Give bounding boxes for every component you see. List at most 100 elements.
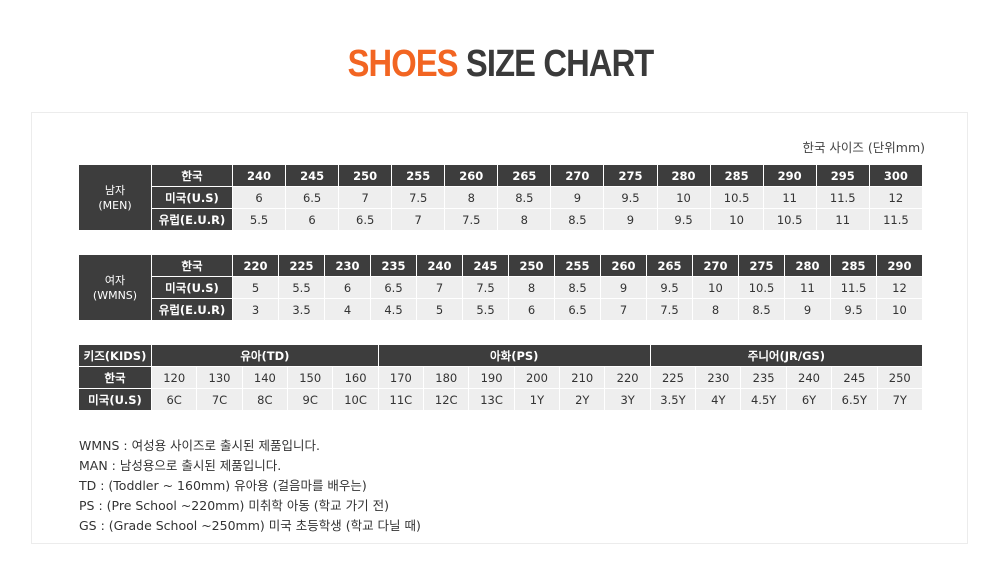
women-us-size-cell: 9 <box>600 276 647 299</box>
kids-kr-size-cell: 120 <box>150 366 198 389</box>
kids-us-size-cell: 8C <box>241 388 289 411</box>
women-kr-size-cell: 280 <box>784 254 831 277</box>
men-us-size-cell: 10 <box>656 186 711 209</box>
women-kr-size-cell: 275 <box>738 254 785 277</box>
men-eur-size-cell: 7 <box>391 208 446 231</box>
kids-group-header: 주니어(JR/GS) <box>649 344 924 367</box>
women-eur-size-cell: 6 <box>508 298 555 321</box>
kids-us-size-cell: 12C <box>423 388 470 411</box>
men-group-cell: 남자 (MEN) <box>78 164 152 231</box>
kids-kr-size-cell: 250 <box>876 366 923 389</box>
women-us-size-cell: 8.5 <box>554 276 601 299</box>
men-eur-size-cell: 11.5 <box>868 208 924 231</box>
kids-kr-size-cell: 160 <box>332 366 379 389</box>
kids-us-size-cell: 3.5Y <box>649 388 697 411</box>
women-eur-size-cell: 4 <box>324 298 371 321</box>
kids-us-size-cell: 6Y <box>785 388 833 411</box>
women-us-size-cell: 9.5 <box>646 276 693 299</box>
men-kr-size-cell: 255 <box>391 164 446 187</box>
kids-us-size-cell: 1Y <box>513 388 561 411</box>
kids-kr-size-cell: 210 <box>559 366 606 389</box>
men-kr-size-cell: 300 <box>868 164 924 187</box>
kids-kr-size-cell: 180 <box>423 366 470 389</box>
kids-group-header: 아화(PS) <box>377 344 651 367</box>
men-eur-size-cell: 10 <box>709 208 764 231</box>
kids-kr-size-cell: 230 <box>695 366 742 389</box>
women-row-label-eur: 유럽(E.U.R) <box>151 298 233 321</box>
men-kr-size-cell: 250 <box>338 164 393 187</box>
women-us-size-cell: 5.5 <box>278 276 325 299</box>
kids-kr-size-cell: 225 <box>649 366 697 389</box>
women-kr-size-cell: 285 <box>830 254 877 277</box>
women-eur-size-cell: 7.5 <box>646 298 693 321</box>
women-eur-size-cell: 9.5 <box>830 298 877 321</box>
men-kr-size-cell: 275 <box>603 164 658 187</box>
kids-kr-size-cell: 130 <box>196 366 243 389</box>
men-us-size-cell: 11.5 <box>815 186 870 209</box>
men-us-size-cell: 7.5 <box>391 186 446 209</box>
women-eur-row: 유럽(E.U.R) 3 3.5 4 4.5 5 5.5 6 6.5 7 7.5 8 8.5 9 9.5 10 <box>79 298 923 321</box>
women-size-table: 여자 (WMNS) 한국 220 225 230 235 240 245 250 255 260… <box>78 254 923 321</box>
men-kr-size-cell: 270 <box>550 164 605 187</box>
women-eur-size-cell: 3 <box>232 298 279 321</box>
kids-corner-label: 키즈(KIDS) <box>78 344 152 367</box>
men-us-size-cell: 8 <box>444 186 499 209</box>
men-row-label-eur: 유럽(E.U.R) <box>151 208 233 231</box>
kids-kr-size-cell: 235 <box>740 366 787 389</box>
kids-us-size-cell: 10C <box>332 388 379 411</box>
kids-us-size-cell: 4Y <box>695 388 742 411</box>
men-us-size-cell: 8.5 <box>497 186 552 209</box>
kids-us-row: 미국(U.S) 6C 7C 8C 9C 10C 11C 12C 13C 1Y 2Y 3Y 3.5Y 4Y… <box>78 388 923 411</box>
men-us-size-cell: 6 <box>231 186 287 209</box>
kids-us-size-cell: 2Y <box>559 388 606 411</box>
women-kr-size-cell: 255 <box>554 254 601 277</box>
kids-group-header: 유아(TD) <box>151 344 379 367</box>
women-us-size-cell: 10.5 <box>738 276 785 299</box>
kids-us-size-cell: 9C <box>287 388 334 411</box>
women-row-label-us: 미국(U.S) <box>151 276 233 299</box>
men-us-size-cell: 11 <box>762 186 817 209</box>
men-eur-size-cell: 8 <box>497 208 552 231</box>
kids-us-size-cell: 3Y <box>604 388 651 411</box>
women-kr-size-cell: 240 <box>416 254 463 277</box>
kids-kr-size-cell: 190 <box>468 366 515 389</box>
note-item: GS : (Grade School ~250mm) 미국 초등학생 (학교 다… <box>79 518 421 533</box>
kids-us-size-cell: 11C <box>377 388 425 411</box>
women-kr-size-cell: 270 <box>692 254 739 277</box>
note-item: PS : (Pre School ~220mm) 미취학 아동 (학교 가기 전… <box>79 498 390 513</box>
men-us-size-cell: 7 <box>338 186 393 209</box>
men-kr-size-cell: 265 <box>497 164 552 187</box>
men-kr-size-cell: 285 <box>709 164 764 187</box>
kids-kr-size-cell: 140 <box>241 366 289 389</box>
men-kr-size-cell: 240 <box>231 164 287 187</box>
women-kr-size-cell: 290 <box>876 254 923 277</box>
women-kr-size-cell: 265 <box>646 254 693 277</box>
women-us-size-cell: 7 <box>416 276 463 299</box>
women-us-size-cell: 7.5 <box>462 276 509 299</box>
note-item: WMNS : 여성용 사이즈로 출시된 제품입니다. <box>79 438 320 453</box>
page-title: SHOES SIZE CHART <box>70 40 931 88</box>
women-eur-size-cell: 4.5 <box>370 298 417 321</box>
men-us-size-cell: 12 <box>868 186 924 209</box>
kids-kr-size-cell: 245 <box>831 366 878 389</box>
men-group-label: 남자 <box>104 183 126 197</box>
kids-row-label-kr: 한국 <box>78 366 152 389</box>
women-kr-row: 여자 (WMNS) 한국 220 225 230 235 240 245 250 255 260… <box>78 254 923 321</box>
women-group-sub: (WMNS) <box>92 288 138 302</box>
men-eur-row: 유럽(E.U.R) 5.5 6 6.5 7 7.5 8 8.5 9 9.5 10 10.5 11 11.… <box>79 208 924 231</box>
men-us-size-cell: 6.5 <box>285 186 340 209</box>
women-us-size-cell: 11.5 <box>830 276 877 299</box>
men-eur-size-cell: 11 <box>815 208 870 231</box>
women-kr-size-cell: 230 <box>324 254 371 277</box>
men-eur-size-cell: 9 <box>603 208 658 231</box>
women-us-size-cell: 11 <box>784 276 831 299</box>
women-kr-size-cell: 260 <box>600 254 647 277</box>
notes-list: WMNS : 여성용 사이즈로 출시된 제품입니다. MAN : 남성용으로 출… <box>79 436 421 536</box>
men-us-size-cell: 9.5 <box>603 186 658 209</box>
women-kr-size-cell: 250 <box>508 254 555 277</box>
kids-kr-size-cell: 200 <box>513 366 561 389</box>
men-eur-size-cell: 6.5 <box>338 208 393 231</box>
kids-kr-size-cell: 150 <box>287 366 334 389</box>
men-kr-size-cell: 280 <box>656 164 711 187</box>
women-us-size-cell: 6.5 <box>370 276 417 299</box>
